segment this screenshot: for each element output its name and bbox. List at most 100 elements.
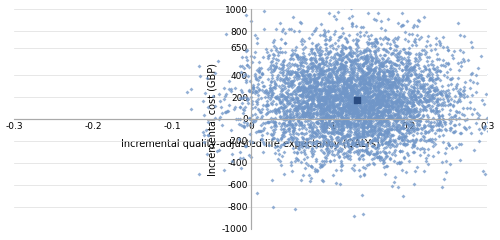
- Point: [353, 75, 361, 79]
- Point: [449, 115, 457, 119]
- Point: [398, 83, 406, 87]
- Point: [288, 123, 296, 127]
- Point: [304, 81, 312, 85]
- Point: [403, 111, 411, 114]
- Point: [460, 92, 468, 96]
- Point: [341, 113, 349, 117]
- Point: [440, 140, 448, 144]
- Point: [308, 56, 316, 60]
- Point: [364, 114, 372, 118]
- Point: [268, 119, 276, 123]
- Point: [363, 53, 371, 57]
- Point: [268, 86, 276, 90]
- Point: [392, 100, 400, 103]
- Point: [366, 115, 374, 119]
- Point: [336, 124, 344, 128]
- Point: [348, 101, 356, 105]
- Point: [316, 89, 324, 93]
- Point: [348, 114, 356, 118]
- Point: [343, 79, 351, 83]
- Point: [410, 143, 418, 147]
- Point: [336, 94, 344, 97]
- Point: [332, 93, 340, 97]
- Point: [412, 123, 420, 127]
- Point: [322, 115, 330, 119]
- Point: [283, 114, 291, 118]
- Point: [292, 87, 300, 91]
- Point: [436, 119, 444, 123]
- Point: [354, 132, 362, 136]
- Point: [338, 106, 346, 109]
- Point: [244, 123, 252, 127]
- Point: [380, 124, 388, 128]
- Point: [288, 97, 296, 101]
- Point: [328, 125, 336, 129]
- Point: [248, 90, 256, 94]
- Point: [360, 105, 368, 109]
- Point: [466, 106, 473, 110]
- Point: [400, 111, 407, 114]
- Point: [366, 52, 374, 56]
- Point: [310, 99, 318, 103]
- Point: [307, 120, 315, 124]
- Point: [371, 56, 379, 60]
- Point: [280, 77, 287, 81]
- Point: [393, 55, 401, 59]
- Point: [293, 73, 301, 77]
- Point: [323, 97, 331, 101]
- Point: [289, 57, 297, 61]
- Point: [372, 80, 380, 84]
- Point: [328, 130, 336, 134]
- Point: [195, 172, 203, 175]
- Point: [443, 70, 451, 74]
- Point: [256, 68, 264, 72]
- Point: [304, 81, 312, 85]
- Point: [385, 86, 393, 90]
- Point: [359, 132, 367, 136]
- Point: [308, 129, 316, 133]
- Point: [386, 145, 394, 149]
- Point: [246, 153, 254, 156]
- Point: [332, 144, 340, 148]
- Point: [348, 99, 356, 103]
- Point: [352, 99, 360, 103]
- Point: [340, 78, 347, 81]
- Point: [330, 102, 338, 106]
- Point: [446, 126, 454, 130]
- Point: [306, 164, 314, 168]
- Point: [318, 96, 326, 100]
- Point: [323, 153, 331, 157]
- Point: [376, 94, 384, 98]
- Point: [320, 75, 328, 79]
- Point: [328, 80, 336, 84]
- Point: [302, 111, 310, 115]
- Point: [292, 73, 300, 77]
- Point: [456, 87, 464, 91]
- Point: [306, 125, 314, 129]
- Point: [268, 137, 276, 141]
- Point: [385, 98, 393, 102]
- Point: [342, 154, 349, 158]
- Point: [380, 95, 388, 98]
- Point: [340, 96, 347, 100]
- Point: [297, 178, 305, 182]
- Point: [354, 66, 362, 70]
- Point: [328, 149, 336, 153]
- Point: [320, 113, 328, 117]
- Point: [352, 61, 360, 65]
- Point: [382, 79, 390, 83]
- Point: [410, 115, 418, 119]
- Point: [300, 54, 308, 58]
- Point: [347, 147, 355, 151]
- Point: [284, 137, 292, 141]
- Point: [406, 94, 414, 98]
- Point: [418, 78, 426, 82]
- Point: [410, 83, 418, 86]
- Point: [322, 107, 330, 111]
- Point: [336, 86, 344, 90]
- Point: [347, 120, 355, 124]
- Point: [354, 135, 362, 139]
- Point: [395, 91, 403, 95]
- Point: [470, 149, 478, 152]
- Point: [362, 134, 370, 138]
